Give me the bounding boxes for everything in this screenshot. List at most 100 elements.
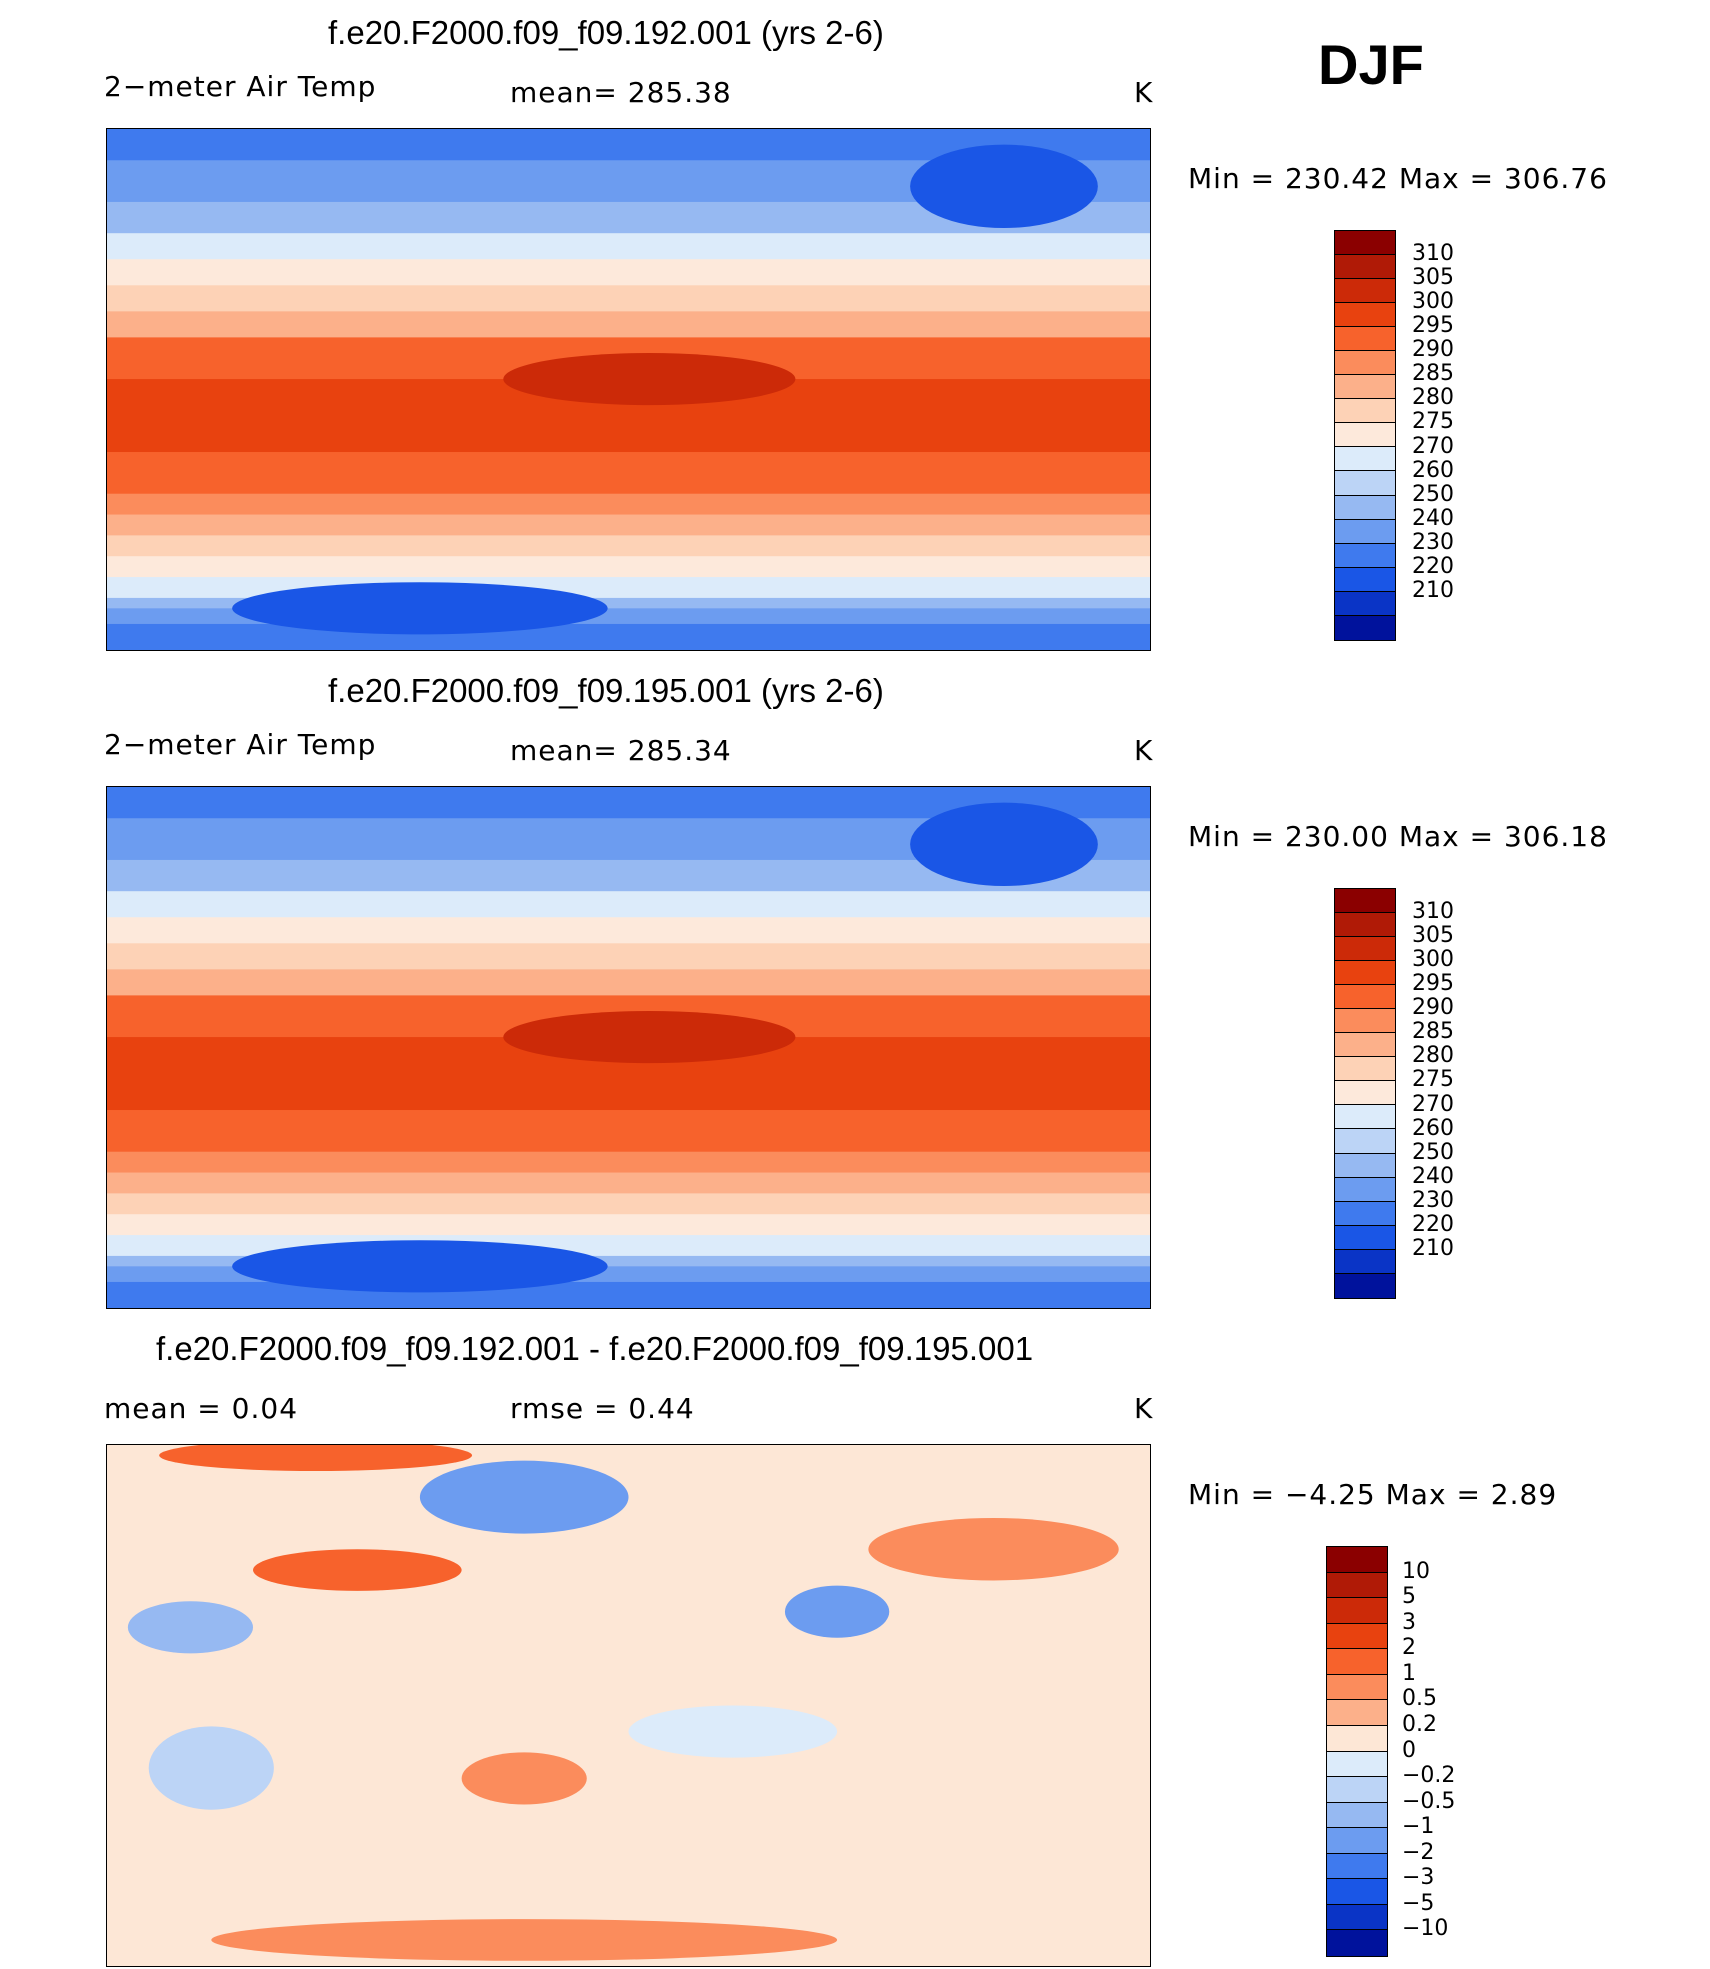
panel-3-map [106, 1444, 1151, 1967]
colorbar-swatch [1327, 1828, 1387, 1854]
panel-1-colorbar [1334, 230, 1396, 641]
colorbar-tick-label: 295 [1412, 313, 1454, 339]
colorbar-swatch [1335, 1273, 1395, 1298]
colorbar-tick-label: 10 [1402, 1558, 1430, 1584]
colorbar-tick-label: 1 [1402, 1660, 1416, 1686]
colorbar-tick-label: 0.2 [1402, 1711, 1437, 1737]
season-label: DJF [1318, 33, 1424, 96]
colorbar-swatch [1327, 1904, 1387, 1931]
colorbar-tick-label: 300 [1412, 947, 1454, 973]
colorbar-swatch [1335, 985, 1395, 1010]
colorbar-tick-label: 280 [1412, 1043, 1454, 1069]
panel-2-units: K [1134, 734, 1154, 767]
colorbar-swatch [1327, 1700, 1387, 1726]
colorbar-tick-label: −2 [1402, 1839, 1435, 1865]
colorbar-swatch [1327, 1623, 1387, 1650]
map-field [107, 1445, 1150, 1966]
colorbar-tick-label: −5 [1402, 1890, 1435, 1916]
colorbar-tick-label: 275 [1412, 409, 1454, 435]
colorbar-swatch [1327, 1725, 1387, 1752]
colorbar-swatch [1335, 1153, 1395, 1178]
panel-3-rmse-label: rmse = 0.44 [510, 1392, 695, 1425]
colorbar-swatch [1327, 1930, 1387, 1956]
colorbar-tick-label: 220 [1412, 1211, 1454, 1237]
colorbar-swatch [1335, 1105, 1395, 1130]
colorbar-tick-label: 285 [1412, 361, 1454, 387]
colorbar-swatch [1335, 1129, 1395, 1154]
panel-1-title: f.e20.F2000.f09_f09.192.001 (yrs 2-6) [328, 14, 884, 51]
panel-2-title: f.e20.F2000.f09_f09.195.001 (yrs 2-6) [328, 672, 884, 709]
colorbar-tick-label: 260 [1412, 457, 1454, 483]
colorbar-swatch [1327, 1674, 1387, 1701]
panel-2-variable-label: 2−meter Air Temp [104, 728, 377, 761]
colorbar-tick-label: 230 [1412, 1187, 1454, 1213]
colorbar-tick-label: −1 [1402, 1814, 1435, 1840]
colorbar-tick-label: 230 [1412, 529, 1454, 555]
colorbar-tick-label: 310 [1412, 241, 1454, 267]
colorbar-tick-label: 290 [1412, 995, 1454, 1021]
colorbar-tick-label: 275 [1412, 1067, 1454, 1093]
panel-2-minmax: Min = 230.00 Max = 306.18 [1188, 820, 1608, 853]
colorbar-tick-label: 305 [1412, 923, 1454, 949]
colorbar-tick-label: 0 [1402, 1737, 1416, 1763]
colorbar-swatch [1327, 1547, 1387, 1573]
colorbar-swatch [1335, 543, 1395, 568]
colorbar-tick-label: −0.5 [1402, 1788, 1456, 1814]
colorbar-tick-label: 250 [1412, 1139, 1454, 1165]
map-field [107, 787, 1150, 1308]
colorbar-swatch [1335, 1225, 1395, 1250]
colorbar-swatch [1335, 423, 1395, 448]
colorbar-swatch [1335, 961, 1395, 986]
panel-3-mean-label: mean = 0.04 [104, 1392, 299, 1425]
colorbar-swatch [1335, 591, 1395, 616]
colorbar-swatch [1327, 1649, 1387, 1675]
panel-1-units: K [1134, 76, 1154, 109]
colorbar-tick-label: 210 [1412, 1235, 1454, 1261]
panel-3-colorbar [1326, 1546, 1388, 1957]
colorbar-tick-label: 250 [1412, 481, 1454, 507]
colorbar-swatch [1335, 495, 1395, 520]
map-field [107, 129, 1150, 650]
colorbar-swatch [1335, 1201, 1395, 1226]
colorbar-swatch [1335, 567, 1395, 592]
colorbar-swatch [1335, 447, 1395, 472]
colorbar-tick-label: 285 [1412, 1019, 1454, 1045]
colorbar-tick-label: 270 [1412, 1091, 1454, 1117]
colorbar-swatch [1327, 1777, 1387, 1803]
panel-3-minmax: Min = −4.25 Max = 2.89 [1188, 1478, 1558, 1511]
colorbar-swatch [1335, 375, 1395, 400]
colorbar-tick-label: 290 [1412, 337, 1454, 363]
colorbar-swatch [1335, 1249, 1395, 1274]
colorbar-tick-label: −10 [1402, 1916, 1449, 1942]
colorbar-tick-label: 0.5 [1402, 1686, 1437, 1712]
colorbar-swatch [1335, 1177, 1395, 1202]
panel-3-units: K [1134, 1392, 1154, 1425]
panel-2-colorbar [1334, 888, 1396, 1299]
panel-3-title: f.e20.F2000.f09_f09.192.001 - f.e20.F200… [156, 1330, 1034, 1367]
colorbar-swatch [1327, 1802, 1387, 1829]
colorbar-tick-label: 270 [1412, 433, 1454, 459]
colorbar-swatch [1335, 351, 1395, 376]
panel-1-variable-label: 2−meter Air Temp [104, 70, 377, 103]
colorbar-tick-label: −3 [1402, 1865, 1435, 1891]
colorbar-swatch [1327, 1572, 1387, 1599]
colorbar-tick-label: 260 [1412, 1115, 1454, 1141]
colorbar-tick-label: 305 [1412, 265, 1454, 291]
colorbar-swatch [1335, 937, 1395, 962]
colorbar-swatch [1335, 1033, 1395, 1058]
colorbar-swatch [1335, 519, 1395, 544]
colorbar-tick-label: 2 [1402, 1635, 1416, 1661]
colorbar-tick-label: 310 [1412, 899, 1454, 925]
colorbar-swatch [1335, 327, 1395, 352]
colorbar-swatch [1335, 1057, 1395, 1082]
colorbar-swatch [1327, 1598, 1387, 1624]
colorbar-swatch [1327, 1879, 1387, 1905]
colorbar-swatch [1335, 303, 1395, 328]
colorbar-tick-label: 280 [1412, 385, 1454, 411]
colorbar-swatch [1327, 1751, 1387, 1778]
panel-1-map [106, 128, 1151, 651]
colorbar-swatch [1327, 1853, 1387, 1880]
panel-2-mean-label: mean= 285.34 [510, 734, 732, 767]
colorbar-tick-label: 295 [1412, 971, 1454, 997]
colorbar-swatch [1335, 255, 1395, 280]
